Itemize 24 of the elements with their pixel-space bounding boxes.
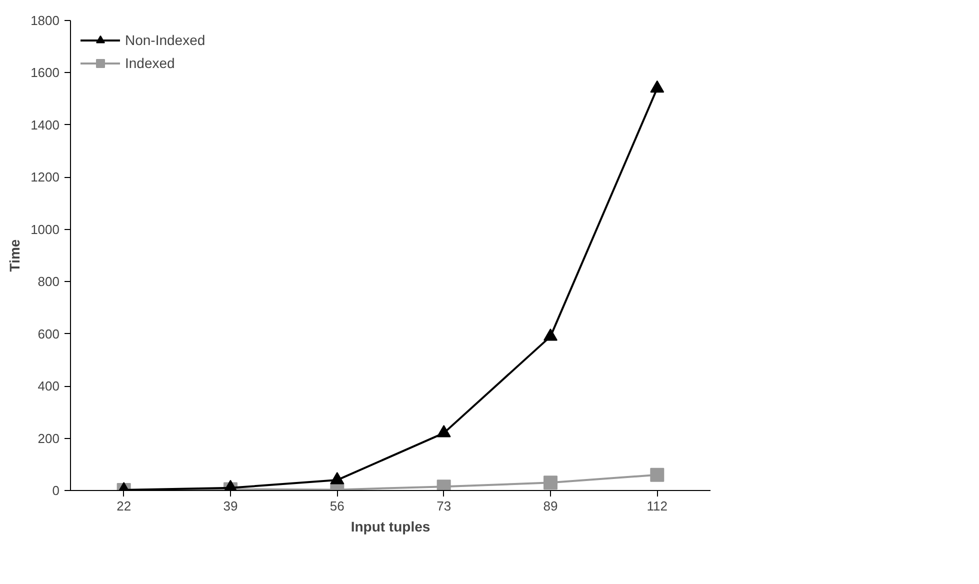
y-tick-label: 200: [38, 430, 60, 446]
y-tick-label: 600: [38, 326, 60, 342]
point: [330, 472, 344, 484]
y-axis-title: Time: [6, 239, 23, 272]
x-tick-label: 89: [543, 498, 558, 514]
y-tick-label: 800: [38, 274, 60, 290]
x-tick-label: 112: [646, 498, 668, 514]
y-tick-label: 1800: [30, 13, 60, 28]
point: [650, 80, 664, 93]
y-tick-label: 1400: [30, 117, 60, 132]
x-tick-label: 73: [436, 498, 452, 514]
x-tick-label: 22: [116, 498, 132, 514]
y-tick-label: 0: [52, 483, 60, 498]
y-tick-label: 1000: [30, 222, 60, 237]
x-tick-label: 39: [223, 498, 238, 514]
point: [544, 328, 558, 341]
x-axis-title: Input tuples: [350, 518, 430, 534]
legend-label: Indexed: [125, 55, 175, 71]
legend-label: Non-Indexed: [125, 32, 206, 48]
x-tick-label: 56: [330, 498, 344, 514]
y-tick-label: 400: [38, 378, 60, 394]
y-tick-label: 1600: [30, 65, 60, 80]
point: [436, 425, 451, 438]
y-tick-label: 1200: [30, 170, 60, 185]
